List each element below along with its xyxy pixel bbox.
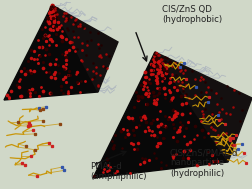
Text: CIS/ZnS/PMAL-d
nanoparticle
(hydrophilic): CIS/ZnS/PMAL-d nanoparticle (hydrophilic…: [170, 148, 238, 178]
Text: CIS/ZnS QD
(hydrophobic): CIS/ZnS QD (hydrophobic): [162, 5, 222, 24]
Text: PMAL-d
(amphiphilic): PMAL-d (amphiphilic): [90, 162, 146, 181]
Polygon shape: [4, 5, 98, 100]
Polygon shape: [52, 5, 118, 92]
Polygon shape: [93, 52, 228, 178]
Polygon shape: [155, 52, 252, 162]
